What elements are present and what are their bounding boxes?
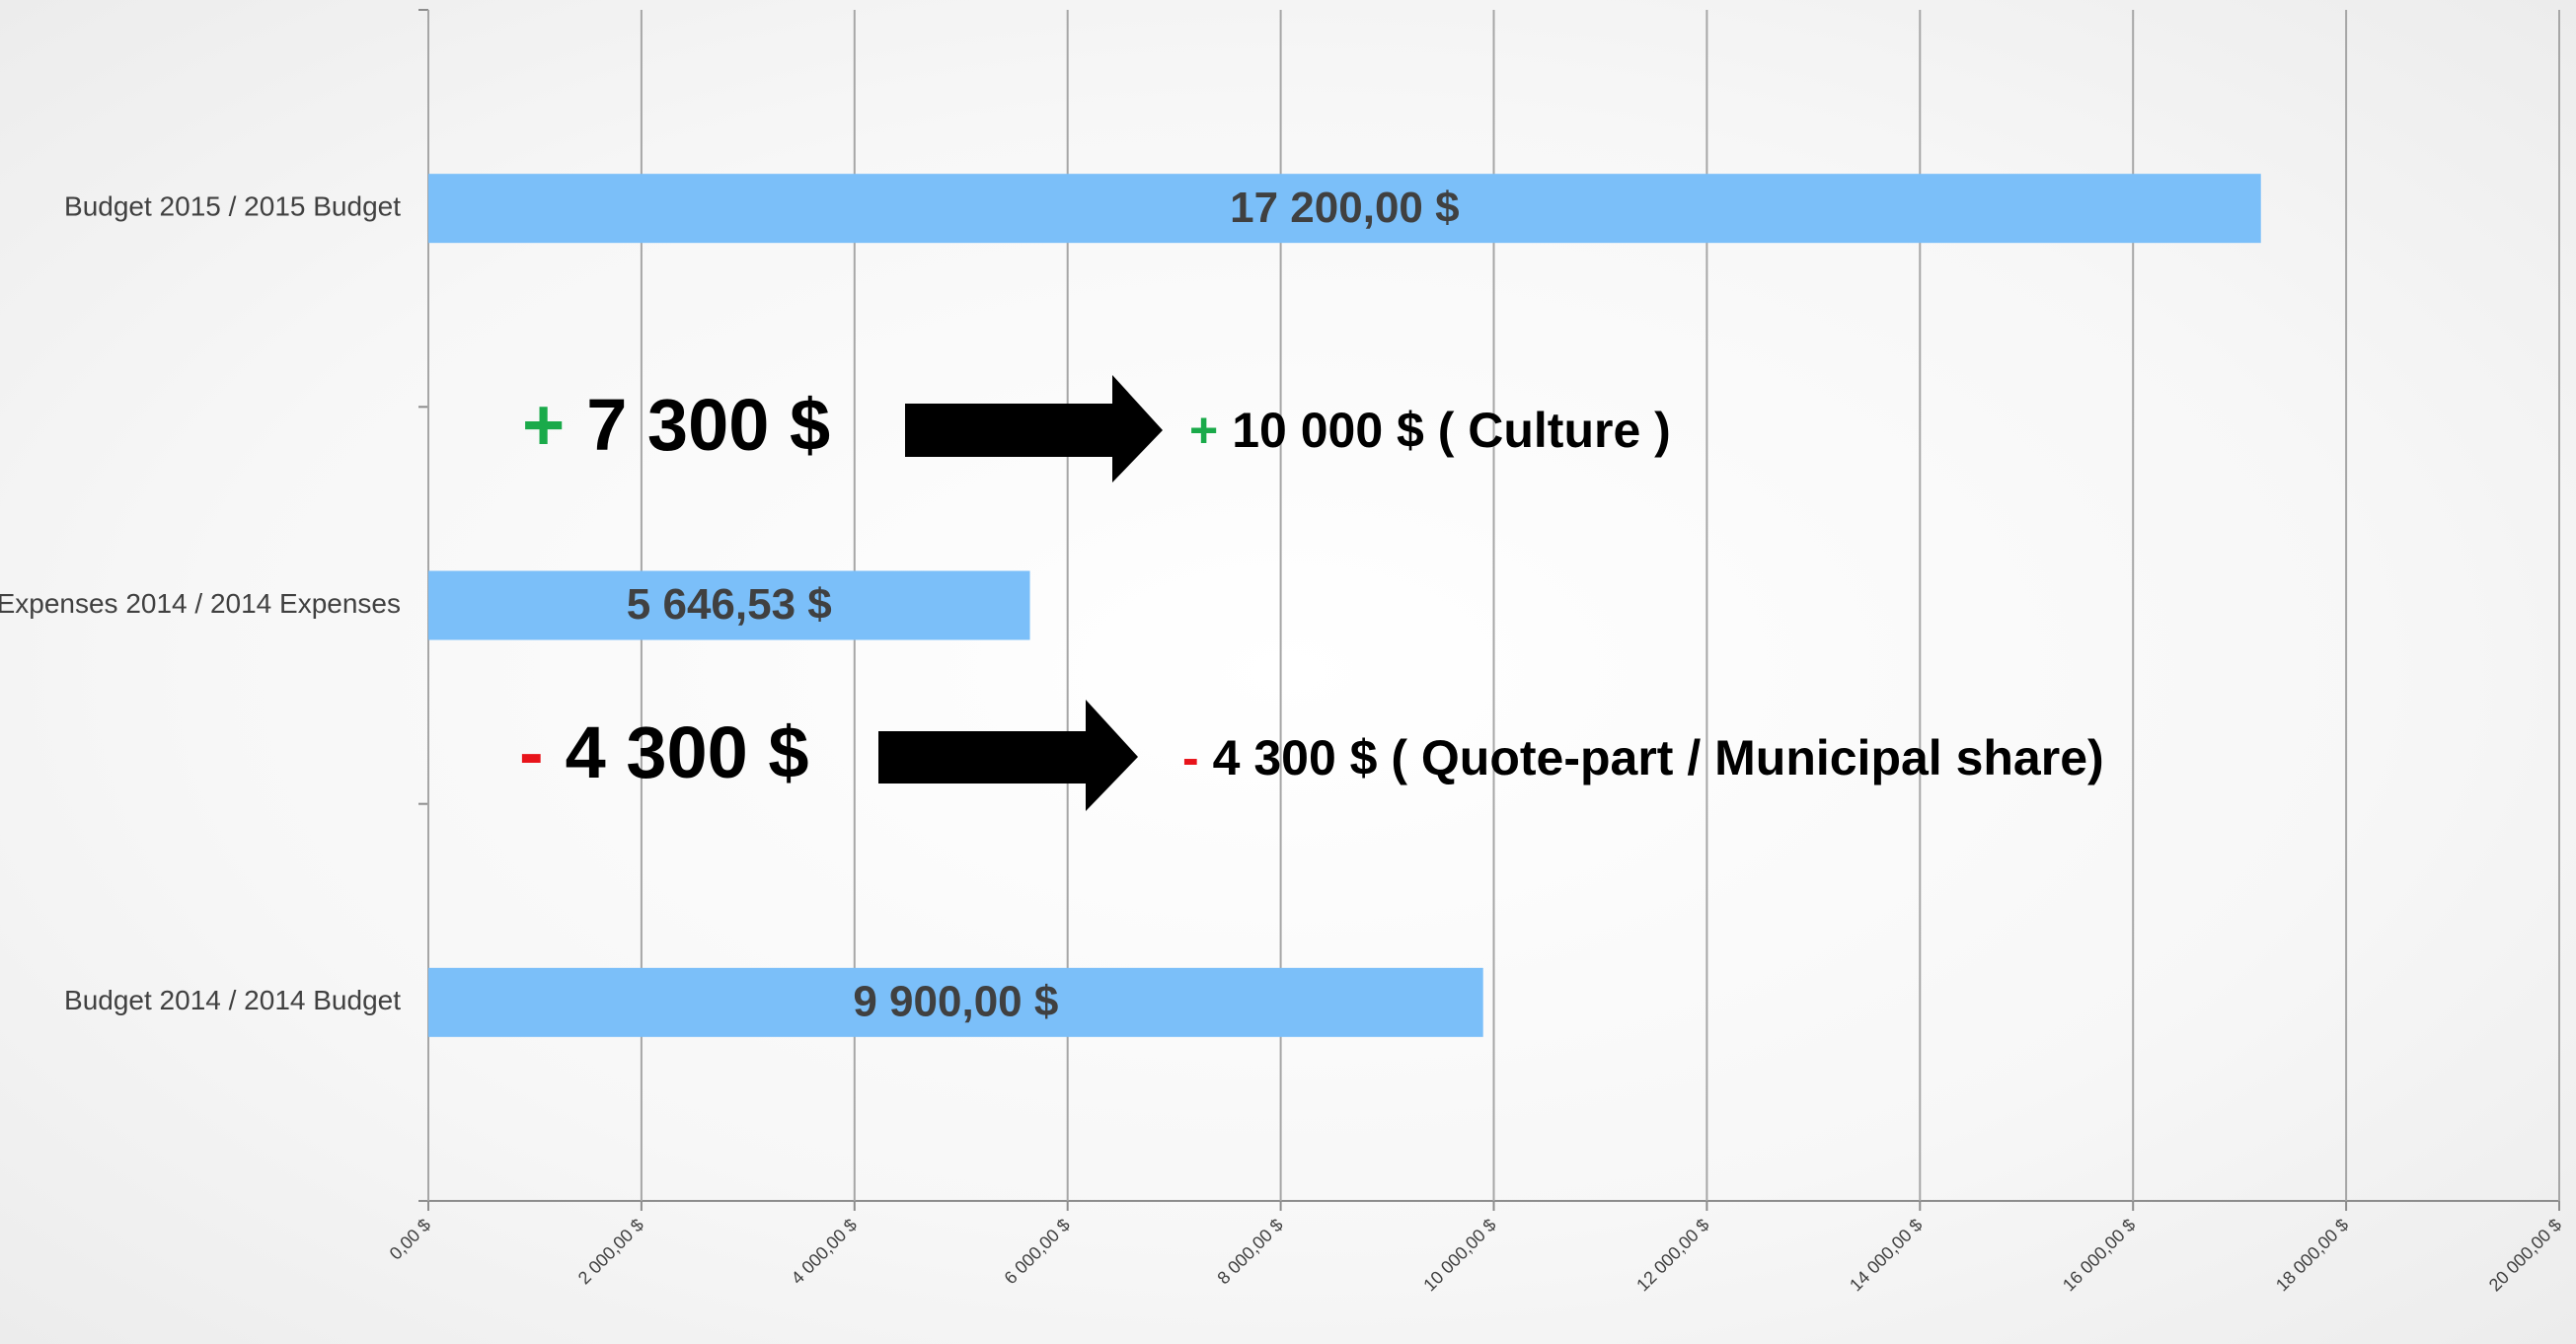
value-label: 5 646,53 $ <box>627 580 832 629</box>
x-tick-label: 10 000,00 $ <box>1419 1215 1499 1295</box>
annotation: -4 300 $ ( Quote-part / Municipal share) <box>1182 730 2104 785</box>
bar <box>428 570 1030 640</box>
annotation-sign: - <box>519 711 544 793</box>
x-tick-label: 4 000,00 $ <box>788 1215 861 1288</box>
annotation-text: 4 300 $ <box>566 711 809 793</box>
x-tick-label: 16 000,00 $ <box>2059 1215 2139 1295</box>
x-tick-label: 6 000,00 $ <box>1001 1215 1074 1288</box>
x-tick-label: 0,00 $ <box>386 1215 435 1264</box>
arrow <box>905 375 1163 483</box>
bars: Budget 2015 / 2015 Budget 17 200,00 $ Expe… <box>0 174 2261 1037</box>
annotation-sign: + <box>1189 403 1218 458</box>
annotation: -4 300 $ <box>519 711 809 793</box>
annotation-text: 4 300 $ ( Quote-part / Municipal share) <box>1213 730 2104 785</box>
x-tick-label: 8 000,00 $ <box>1213 1215 1286 1288</box>
x-tick-label: 18 000,00 $ <box>2272 1215 2352 1295</box>
category-label: Expenses 2014 / 2014 Expenses <box>0 588 401 619</box>
x-tick-label: 20 000,00 $ <box>2485 1215 2565 1295</box>
x-tick-label: 14 000,00 $ <box>1846 1215 1926 1295</box>
x-tick-label: 12 000,00 $ <box>1632 1215 1712 1295</box>
annotations: +7 300 $ +10 000 $ ( Culture )- 4 300 $ -4 … <box>519 384 2104 793</box>
annotation-text: 10 000 $ ( Culture ) <box>1232 403 1671 458</box>
value-label: 17 200,00 $ <box>1230 184 1459 232</box>
annotation: +7 300 $ <box>522 384 830 466</box>
value-label: 9 900,00 $ <box>853 977 1058 1025</box>
annotation: +10 000 $ ( Culture ) <box>1189 403 1671 458</box>
bar <box>428 174 2261 244</box>
category-label: Budget 2014 / 2014 Budget <box>64 985 401 1015</box>
category-label: Budget 2015 / 2015 Budget <box>64 191 401 222</box>
annotation-sign: + <box>522 384 565 466</box>
annotation-sign: - <box>1182 730 1199 785</box>
x-tick-label: 2 000,00 $ <box>574 1215 647 1288</box>
annotation-text: 7 300 $ <box>586 384 830 466</box>
bar <box>428 967 1483 1037</box>
arrow <box>878 700 1138 811</box>
